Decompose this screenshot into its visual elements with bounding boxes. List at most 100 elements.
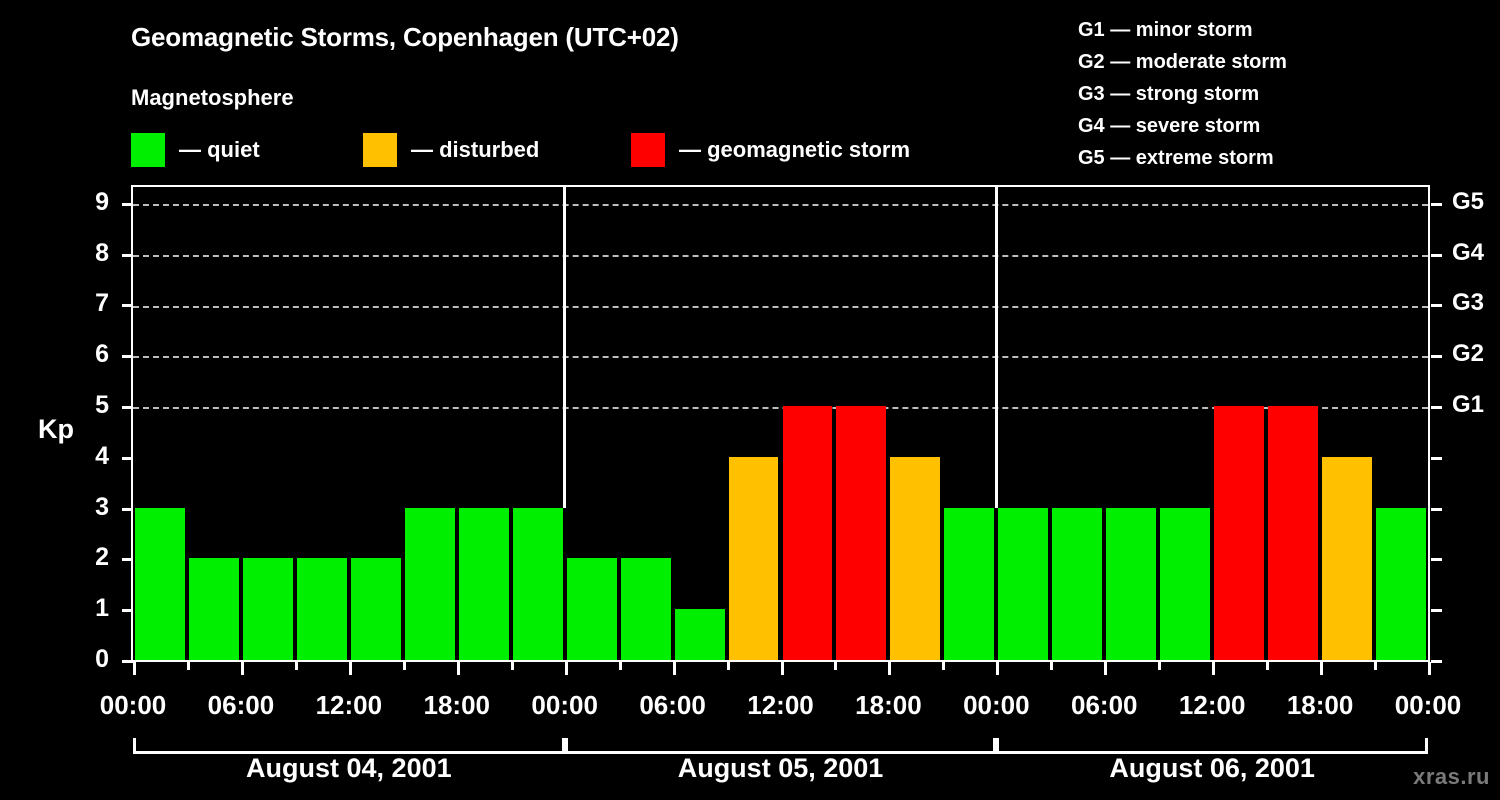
- x-tick-label-12: 00:00: [1394, 690, 1462, 720]
- g-tick-mark-kp-3: [1431, 507, 1442, 511]
- day-separator-2: [994, 187, 998, 508]
- bar-day3-18-21: [1322, 456, 1373, 660]
- legend-item-2: — disturbed: [363, 133, 539, 167]
- bar-day1-06-09: [242, 558, 293, 660]
- g-tick-mark-kp-1: [1431, 609, 1442, 613]
- x-tick-label-9: 06:00: [1071, 690, 1138, 720]
- g-scale-row-4: G4 — severe storm: [1078, 115, 1261, 137]
- gridline-kp-8: [133, 254, 1428, 257]
- gridline-kp-7: [133, 305, 1428, 308]
- y-tick-mark-3: [122, 507, 133, 511]
- day-bracket-1: [133, 738, 565, 754]
- bar-day2-18-21: [890, 456, 941, 660]
- bar-day3-21-24: [1376, 507, 1426, 660]
- x-tick-mark-19: [1158, 662, 1162, 670]
- y-tick-label-9: 9: [95, 187, 109, 216]
- x-tick-label-11: 18:00: [1286, 690, 1354, 720]
- gridline-kp-6: [133, 356, 1428, 359]
- x-tick-label-2: 12:00: [315, 690, 383, 720]
- x-tick-mark-18: [1104, 662, 1108, 675]
- legend-label: — geomagnetic storm: [679, 137, 911, 162]
- page-title: Geomagnetic Storms, Copenhagen (UTC+02): [131, 22, 679, 52]
- bar-day1-00-03: [135, 507, 185, 660]
- y-tick-label-3: 3: [95, 492, 109, 521]
- g-scale-row-1: G1 — minor storm: [1078, 19, 1253, 41]
- day-label-1: August 04, 2001: [246, 753, 452, 783]
- quiet-swatch: [131, 133, 165, 167]
- x-tick-mark-23: [1374, 662, 1378, 670]
- x-tick-mark-16: [996, 662, 1000, 675]
- bar-day2-00-03: [566, 558, 617, 660]
- g-tick-mark-kp-4: [1431, 456, 1442, 460]
- legend-item-3: — geomagnetic storm: [631, 133, 910, 167]
- day-label-2: August 05, 2001: [677, 753, 884, 783]
- bar-day3-12-15: [1214, 406, 1265, 660]
- y-tick-mark-9: [122, 202, 133, 206]
- g-tick-label-G3: G3: [1452, 289, 1485, 317]
- g-scale-legend: G1 — minor storm G2 — moderate storm G3 — …: [1078, 14, 1287, 174]
- g-scale-row-5: G5 — extreme storm: [1078, 147, 1274, 169]
- bar-day1-03-06: [188, 558, 239, 660]
- gridline-kp-9: [133, 204, 1428, 206]
- day-bracket-2: [564, 738, 997, 754]
- g-tick-label-G5: G5: [1452, 187, 1485, 215]
- x-tick-label-8: 00:00: [963, 690, 1030, 720]
- x-tick-mark-17: [1050, 662, 1054, 670]
- x-tick-mark-2: [240, 662, 244, 675]
- x-tick-mark-0: [133, 662, 136, 675]
- bar-day2-15-18: [836, 406, 887, 660]
- day-separator-1: [563, 187, 567, 508]
- bar-day3-06-09: [1106, 507, 1157, 660]
- x-tick-mark-3: [294, 662, 298, 670]
- bar-day2-09-12: [728, 456, 779, 660]
- magnetosphere-label: Magnetosphere: [131, 85, 294, 110]
- y-tick-label-0: 0: [95, 645, 109, 673]
- y-tick-mark-5: [122, 406, 133, 409]
- day-label-3: August 06, 2001: [1109, 753, 1315, 783]
- bar-day1-21-24: [512, 507, 563, 660]
- x-tick-label-1: 06:00: [207, 690, 275, 720]
- x-tick-mark-5: [402, 662, 406, 670]
- x-tick-mark-8: [564, 662, 568, 675]
- x-tick-label-0: 00:00: [99, 690, 167, 720]
- x-tick-label-4: 00:00: [531, 690, 598, 720]
- x-tick-label-7: 18:00: [855, 690, 922, 720]
- g-tick-label-G2: G2: [1452, 340, 1485, 368]
- g-scale-row-2: G2 — moderate storm: [1078, 51, 1287, 73]
- bars-layer: [133, 187, 1428, 660]
- x-tick-mark-10: [672, 662, 676, 675]
- g-tick-mark-kp-9: [1431, 202, 1442, 206]
- plot-area: [131, 185, 1430, 662]
- bar-day2-21-24: [944, 507, 995, 660]
- bar-day1-09-12: [296, 558, 347, 660]
- g-tick-mark-kp-0: [1431, 660, 1442, 663]
- g-tick-label-G4: G4: [1452, 238, 1485, 266]
- watermark: xras.ru: [1413, 764, 1490, 789]
- x-tick-mark-22: [1320, 662, 1324, 675]
- y-tick-mark-2: [122, 558, 133, 562]
- x-tick-mark-12: [780, 662, 784, 675]
- x-tick-mark-21: [1266, 662, 1270, 670]
- legend-label: — disturbed: [411, 137, 540, 162]
- g-scale-row-3: G3 — strong storm: [1078, 83, 1260, 105]
- bar-day2-03-06: [620, 558, 671, 660]
- x-tick-mark-13: [834, 662, 838, 670]
- g-tick-mark-kp-7: [1431, 304, 1442, 308]
- x-tick-label-6: 12:00: [747, 690, 814, 720]
- y-tick-label-4: 4: [95, 441, 109, 470]
- x-tick-label-5: 06:00: [639, 690, 706, 720]
- x-tick-mark-11: [726, 662, 730, 670]
- x-tick-mark-9: [618, 662, 622, 670]
- g-tick-label-G1: G1: [1452, 391, 1485, 418]
- gridline-kp-5: [133, 407, 1428, 410]
- storm-swatch: [631, 133, 665, 167]
- bar-day2-12-15: [782, 406, 833, 660]
- y-tick-mark-4: [122, 456, 133, 460]
- x-tick-label-3: 18:00: [423, 690, 491, 720]
- y-axis-title: Kp: [38, 414, 74, 444]
- legend-item-1: — quiet: [131, 133, 260, 167]
- bar-day1-15-18: [404, 507, 455, 660]
- x-tick-mark-14: [888, 662, 892, 675]
- y-tick-label-6: 6: [95, 340, 109, 369]
- y-tick-label-2: 2: [95, 543, 109, 572]
